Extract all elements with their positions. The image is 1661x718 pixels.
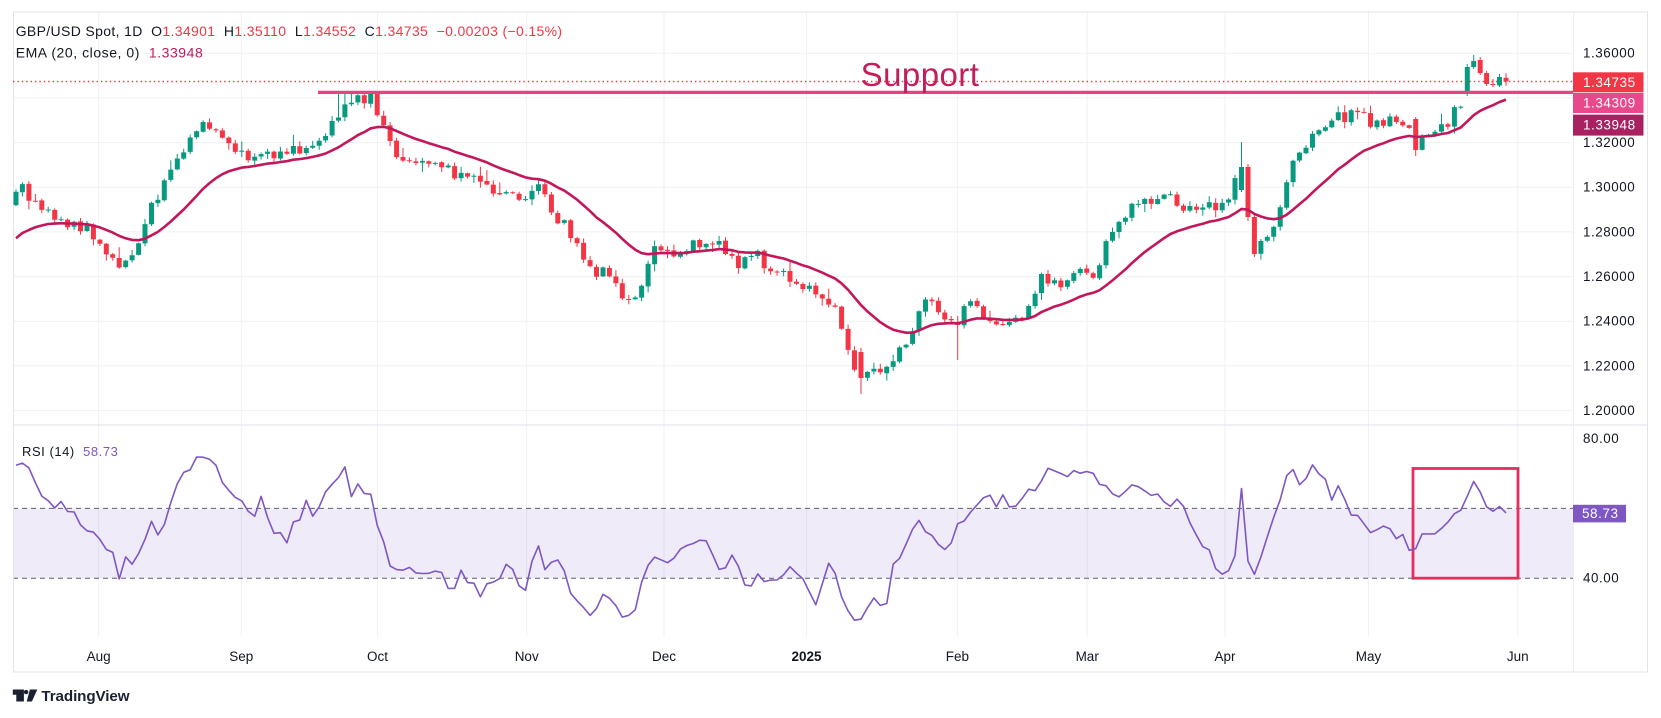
svg-text:Mar: Mar <box>1076 649 1100 664</box>
svg-text:Oct: Oct <box>367 649 388 664</box>
svg-text:1.24000: 1.24000 <box>1583 314 1635 329</box>
svg-text:RSI (14) 58.73: RSI (14) 58.73 <box>22 444 118 459</box>
svg-text:Aug: Aug <box>87 649 111 664</box>
svg-text:80.00: 80.00 <box>1583 431 1619 446</box>
svg-text:Dec: Dec <box>652 649 676 664</box>
svg-text:1.36000: 1.36000 <box>1583 46 1635 61</box>
svg-text:40.00: 40.00 <box>1583 571 1619 586</box>
svg-text:2025: 2025 <box>791 649 822 664</box>
svg-text:1.26000: 1.26000 <box>1583 269 1635 284</box>
svg-text:May: May <box>1356 649 1382 664</box>
svg-text:GBP/USD Spot, 1D O1.34901 H1: GBP/USD Spot, 1D O1.34901 H1.35110 L1.34… <box>16 23 563 39</box>
svg-text:EMA (20, close, 0) 1.33948: EMA (20, close, 0) 1.33948 <box>16 44 204 60</box>
svg-text:1.34735: 1.34735 <box>1583 75 1636 90</box>
svg-text:Nov: Nov <box>515 649 539 664</box>
svg-text:Feb: Feb <box>946 649 969 664</box>
svg-text:Sep: Sep <box>229 649 253 664</box>
svg-text:1.22000: 1.22000 <box>1583 358 1635 373</box>
svg-text:1.33948: 1.33948 <box>1583 118 1636 133</box>
svg-text:Jun: Jun <box>1507 649 1529 664</box>
svg-text:Apr: Apr <box>1214 649 1236 664</box>
svg-text:1.28000: 1.28000 <box>1583 224 1635 239</box>
svg-text:TradingView: TradingView <box>41 688 129 705</box>
svg-text:1.30000: 1.30000 <box>1583 180 1635 195</box>
svg-text:1.34309: 1.34309 <box>1583 96 1636 111</box>
svg-text:58.73: 58.73 <box>1582 506 1619 521</box>
svg-text:1.32000: 1.32000 <box>1583 135 1635 150</box>
svg-text:Support: Support <box>861 56 980 93</box>
svg-text:1.20000: 1.20000 <box>1583 403 1635 418</box>
